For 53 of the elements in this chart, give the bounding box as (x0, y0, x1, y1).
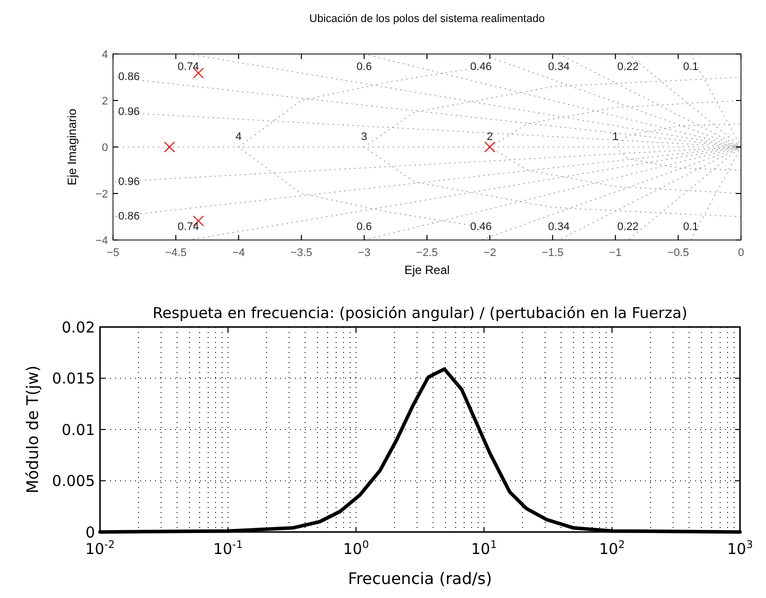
x-tick-label: −0.5 (667, 247, 690, 259)
y-tick-label: 0 (102, 142, 108, 154)
y-tick-label: 4 (102, 48, 108, 61)
chart-title: Respueta en frecuencia: (posición angular) / (pertubación en la Fuerza) (152, 304, 688, 322)
annotation: 0.96 (118, 106, 140, 118)
annotation: 0.74 (178, 220, 200, 233)
annotation: 0.1 (683, 220, 698, 233)
annotation: 0.34 (548, 220, 570, 233)
x-tick-label: 10$^{0}$ (343, 539, 369, 558)
annotation: 0.96 (118, 176, 140, 188)
x-tick-label: −3 (358, 247, 370, 259)
y-tick-label: 0.015 (52, 370, 95, 388)
annotation: 0.1 (683, 60, 698, 73)
annotation: 0.74 (178, 60, 200, 73)
annotation: 1 (612, 130, 618, 143)
annotation: 0.6 (356, 60, 372, 73)
x-tick-label: −4.5 (164, 247, 187, 259)
x-tick-label: −4 (232, 247, 245, 259)
annotation: 0.86 (118, 210, 140, 223)
annotation: 0.22 (617, 220, 639, 233)
annotation: 0.34 (548, 60, 570, 73)
x-tick-label: −2.5 (416, 247, 438, 259)
x-tick-label: 10$^{2}$ (599, 539, 625, 558)
annotation: 3 (361, 130, 368, 143)
y-tick-label: 0.01 (62, 420, 95, 439)
y-tick-label: −4 (95, 234, 108, 247)
x-axis-title: Frecuencia (rad/s) (348, 569, 492, 588)
annotation: 4 (236, 130, 242, 143)
x-tick-label: 10$^{3}$ (727, 539, 753, 558)
x-tick-label: −3.5 (290, 247, 312, 259)
chart-title: Ubicación de los polos del sistema realimentado (309, 13, 545, 25)
x-tick-label: 10$^{-2}$ (85, 539, 115, 558)
y-axis-title: Eje Imaginario (65, 108, 79, 186)
x-tick-label: 10$^{1}$ (471, 539, 497, 558)
x-axis-title: Eje Real (404, 263, 450, 277)
x-tick-label: −1 (609, 247, 622, 259)
x-tick-label: 0 (738, 247, 744, 259)
y-tick-label: 0.005 (52, 472, 95, 490)
annotation: 0.46 (470, 220, 492, 233)
annotation: 0.86 (118, 71, 140, 84)
y-tick-label: −2 (95, 188, 108, 200)
annotation: 0.46 (470, 60, 492, 73)
annotation: 0.22 (617, 60, 639, 73)
x-tick-label: −2 (484, 247, 496, 259)
x-tick-label: −5 (106, 247, 120, 259)
annotation: 0.6 (356, 220, 372, 233)
y-tick-label: 0 (85, 523, 95, 542)
y-tick-label: 2 (102, 95, 108, 108)
x-tick-label: −1.5 (542, 247, 564, 259)
annotation: 2 (486, 130, 493, 143)
x-tick-label: 10$^{-1}$ (213, 539, 243, 558)
y-tick-label: 0.02 (62, 318, 95, 336)
y-axis-title: Módulo de T(jw) (23, 365, 42, 494)
